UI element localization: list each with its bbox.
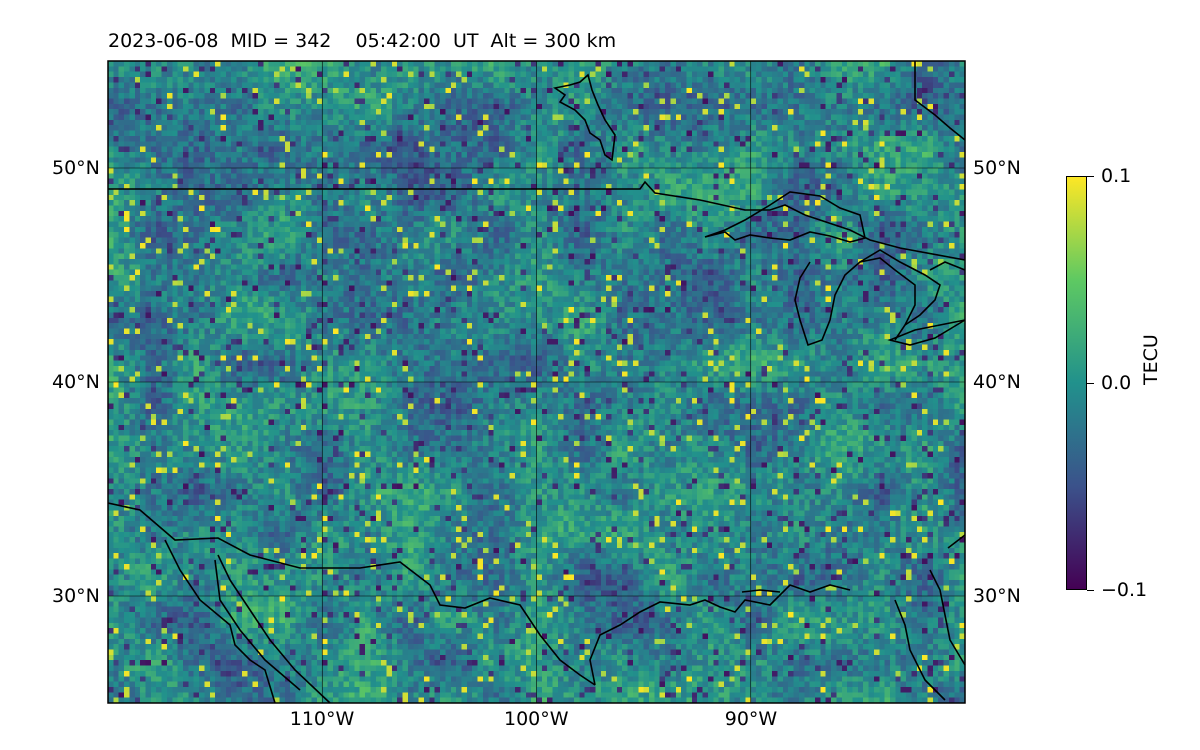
lon-tick-label: 100°W bbox=[504, 708, 569, 730]
lake-huron bbox=[859, 249, 941, 326]
colorbar-tick bbox=[1087, 176, 1094, 177]
lake-superior bbox=[704, 191, 866, 243]
lon-tick-label: 110°W bbox=[289, 708, 355, 730]
colorbar-tick-label: −0.1 bbox=[1101, 579, 1148, 601]
lat-tick-label-left: 40°N bbox=[52, 371, 100, 393]
colorbar-label: TECU bbox=[1140, 334, 1162, 385]
lake-erie bbox=[887, 319, 966, 346]
coastlines-borders bbox=[107, 61, 966, 704]
hudson-bay-coast bbox=[914, 61, 966, 141]
lat-tick-label-right: 40°N bbox=[973, 371, 1021, 393]
florida-west-coast bbox=[894, 599, 946, 701]
baja-inner-coast bbox=[214, 559, 301, 691]
florida-coast bbox=[929, 569, 966, 666]
colorbar bbox=[1066, 176, 1087, 590]
lat-tick-label-left: 30°N bbox=[52, 585, 100, 607]
colorbar-tick-label: 0.1 bbox=[1101, 165, 1132, 187]
baja-coast bbox=[164, 539, 276, 704]
atlantic-coast bbox=[947, 534, 966, 549]
lat-tick-label-left: 50°N bbox=[52, 157, 100, 179]
lat-tick-label-right: 30°N bbox=[973, 585, 1021, 607]
james-bay-coast bbox=[553, 73, 616, 162]
mainland-mexico-west-coast bbox=[217, 554, 331, 704]
us-canada-border bbox=[108, 180, 966, 261]
graticule bbox=[108, 61, 965, 703]
figure-title: 2023-06-08 MID = 342 05:42:00 UT Alt = 3… bbox=[108, 30, 617, 52]
lat-tick-label-right: 50°N bbox=[973, 157, 1021, 179]
colorbar-tick-label: 0.0 bbox=[1101, 372, 1132, 394]
colorbar-tick bbox=[1087, 590, 1094, 591]
lon-tick-label: 90°W bbox=[724, 708, 778, 730]
lake-michigan bbox=[794, 257, 916, 347]
lake-ontario bbox=[929, 261, 966, 271]
colorbar-tick bbox=[1087, 383, 1094, 384]
gulf-coast bbox=[589, 584, 851, 686]
us-mexico-border bbox=[107, 502, 596, 686]
map-frame bbox=[107, 60, 966, 704]
